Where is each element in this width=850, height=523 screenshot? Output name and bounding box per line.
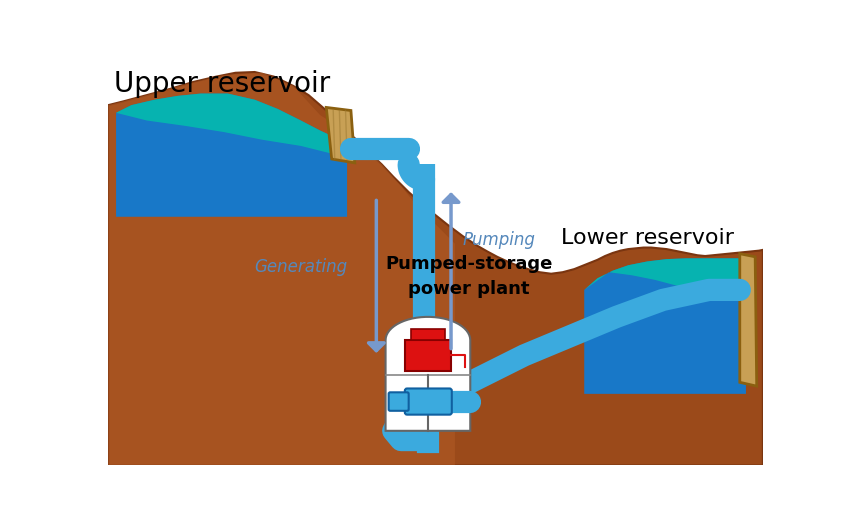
Text: Pumped-storage
power plant: Pumped-storage power plant [385, 255, 552, 298]
Polygon shape [116, 94, 347, 217]
Polygon shape [109, 73, 455, 465]
Polygon shape [116, 94, 347, 159]
Polygon shape [326, 107, 354, 163]
Polygon shape [584, 258, 746, 394]
Text: Lower reservoir: Lower reservoir [561, 229, 734, 248]
Bar [405, 340, 451, 371]
Text: Generating: Generating [254, 258, 347, 276]
FancyBboxPatch shape [388, 392, 409, 411]
Polygon shape [584, 258, 746, 301]
Polygon shape [740, 254, 756, 386]
Polygon shape [109, 72, 762, 465]
Polygon shape [386, 317, 470, 431]
Text: Pumping: Pumping [462, 231, 536, 249]
Text: Upper reservoir: Upper reservoir [114, 70, 331, 98]
Bar [411, 329, 445, 340]
FancyBboxPatch shape [405, 389, 452, 415]
